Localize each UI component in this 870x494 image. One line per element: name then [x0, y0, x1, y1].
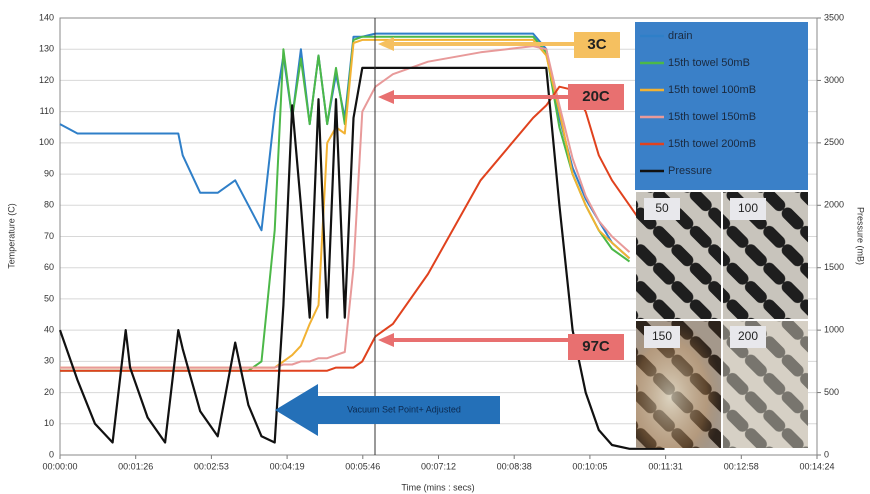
annotation-text: 3C [587, 36, 606, 53]
x-tick-label: 00:05:46 [345, 461, 380, 471]
annotation-arrowhead [378, 90, 394, 104]
y-tick-label: 120 [39, 75, 54, 85]
inset-label: 200 [738, 329, 758, 343]
y2-tick-label: 1000 [824, 325, 844, 335]
y2-tick-label: 2500 [824, 137, 844, 147]
y-tick-label: 100 [39, 137, 54, 147]
x-tick-label: 00:01:26 [118, 461, 153, 471]
x-tick-label: 00:14:24 [799, 461, 834, 471]
inset-photos [636, 192, 808, 448]
legend-label: Pressure [668, 165, 712, 177]
x-tick-label: 00:02:53 [194, 461, 229, 471]
x-tick-label: 00:12:58 [724, 461, 759, 471]
annotation-arrowhead [378, 333, 394, 347]
legend-label: 15th towel 200mB [668, 138, 756, 150]
x-tick-label: 00:08:38 [497, 461, 532, 471]
legend: drain 15th towel 50mB 15th towel 100mB 15th… [635, 22, 808, 190]
y2-tick-label: 2000 [824, 200, 844, 210]
x-tick-label: 00:00:00 [42, 461, 77, 471]
legend-label: drain [668, 30, 692, 42]
series-line [60, 37, 630, 371]
y2-tick-label: 3000 [824, 75, 844, 85]
y-tick-label: 90 [44, 168, 54, 178]
inset-label: 150 [652, 329, 672, 343]
legend-box [635, 22, 808, 190]
legend-label: 15th towel 50mB [668, 57, 750, 69]
x-tick-label: 00:10:05 [572, 461, 607, 471]
y2-tick-label: 1500 [824, 262, 844, 272]
y-tick-label: 130 [39, 44, 54, 54]
annotation-text: 20C [582, 88, 610, 105]
annotation-text: 97C [582, 338, 610, 355]
y-tick-label: 40 [44, 325, 54, 335]
x-tick-label: 00:07:12 [421, 461, 456, 471]
y-tick-label: 70 [44, 231, 54, 241]
y-tick-label: 10 [44, 418, 54, 428]
x-tick-label: 00:04:19 [270, 461, 305, 471]
y-tick-label: 140 [39, 12, 54, 22]
vacuum-text: Vacuum Set Point+ Adjusted [347, 404, 461, 414]
y-axis-label: Temperature (C) [6, 203, 16, 269]
y-tick-label: 50 [44, 293, 54, 303]
y2-tick-label: 500 [824, 387, 839, 397]
y2-tick-label: 0 [824, 449, 829, 459]
y-tick-label: 110 [40, 106, 54, 116]
y2-axis-label: Pressure (mB) [856, 207, 866, 265]
inset-label: 50 [655, 201, 669, 215]
series-line [60, 46, 630, 368]
x-tick-label: 00:11:31 [648, 461, 682, 471]
y-tick-label: 30 [44, 356, 54, 366]
y2-tick-label: 3500 [824, 12, 844, 22]
y-tick-label: 80 [44, 200, 54, 210]
legend-label: 15th towel 100mB [668, 84, 756, 96]
y-tick-label: 0 [49, 449, 54, 459]
x-axis-label: Time (mins : secs) [401, 482, 474, 492]
inset-label: 100 [738, 201, 758, 215]
legend-label: 15th towel 150mB [668, 111, 756, 123]
y-tick-label: 60 [44, 262, 54, 272]
chart: Temperature (C) Pressure (mB) Time (mins… [0, 0, 870, 494]
y-tick-label: 20 [44, 387, 54, 397]
